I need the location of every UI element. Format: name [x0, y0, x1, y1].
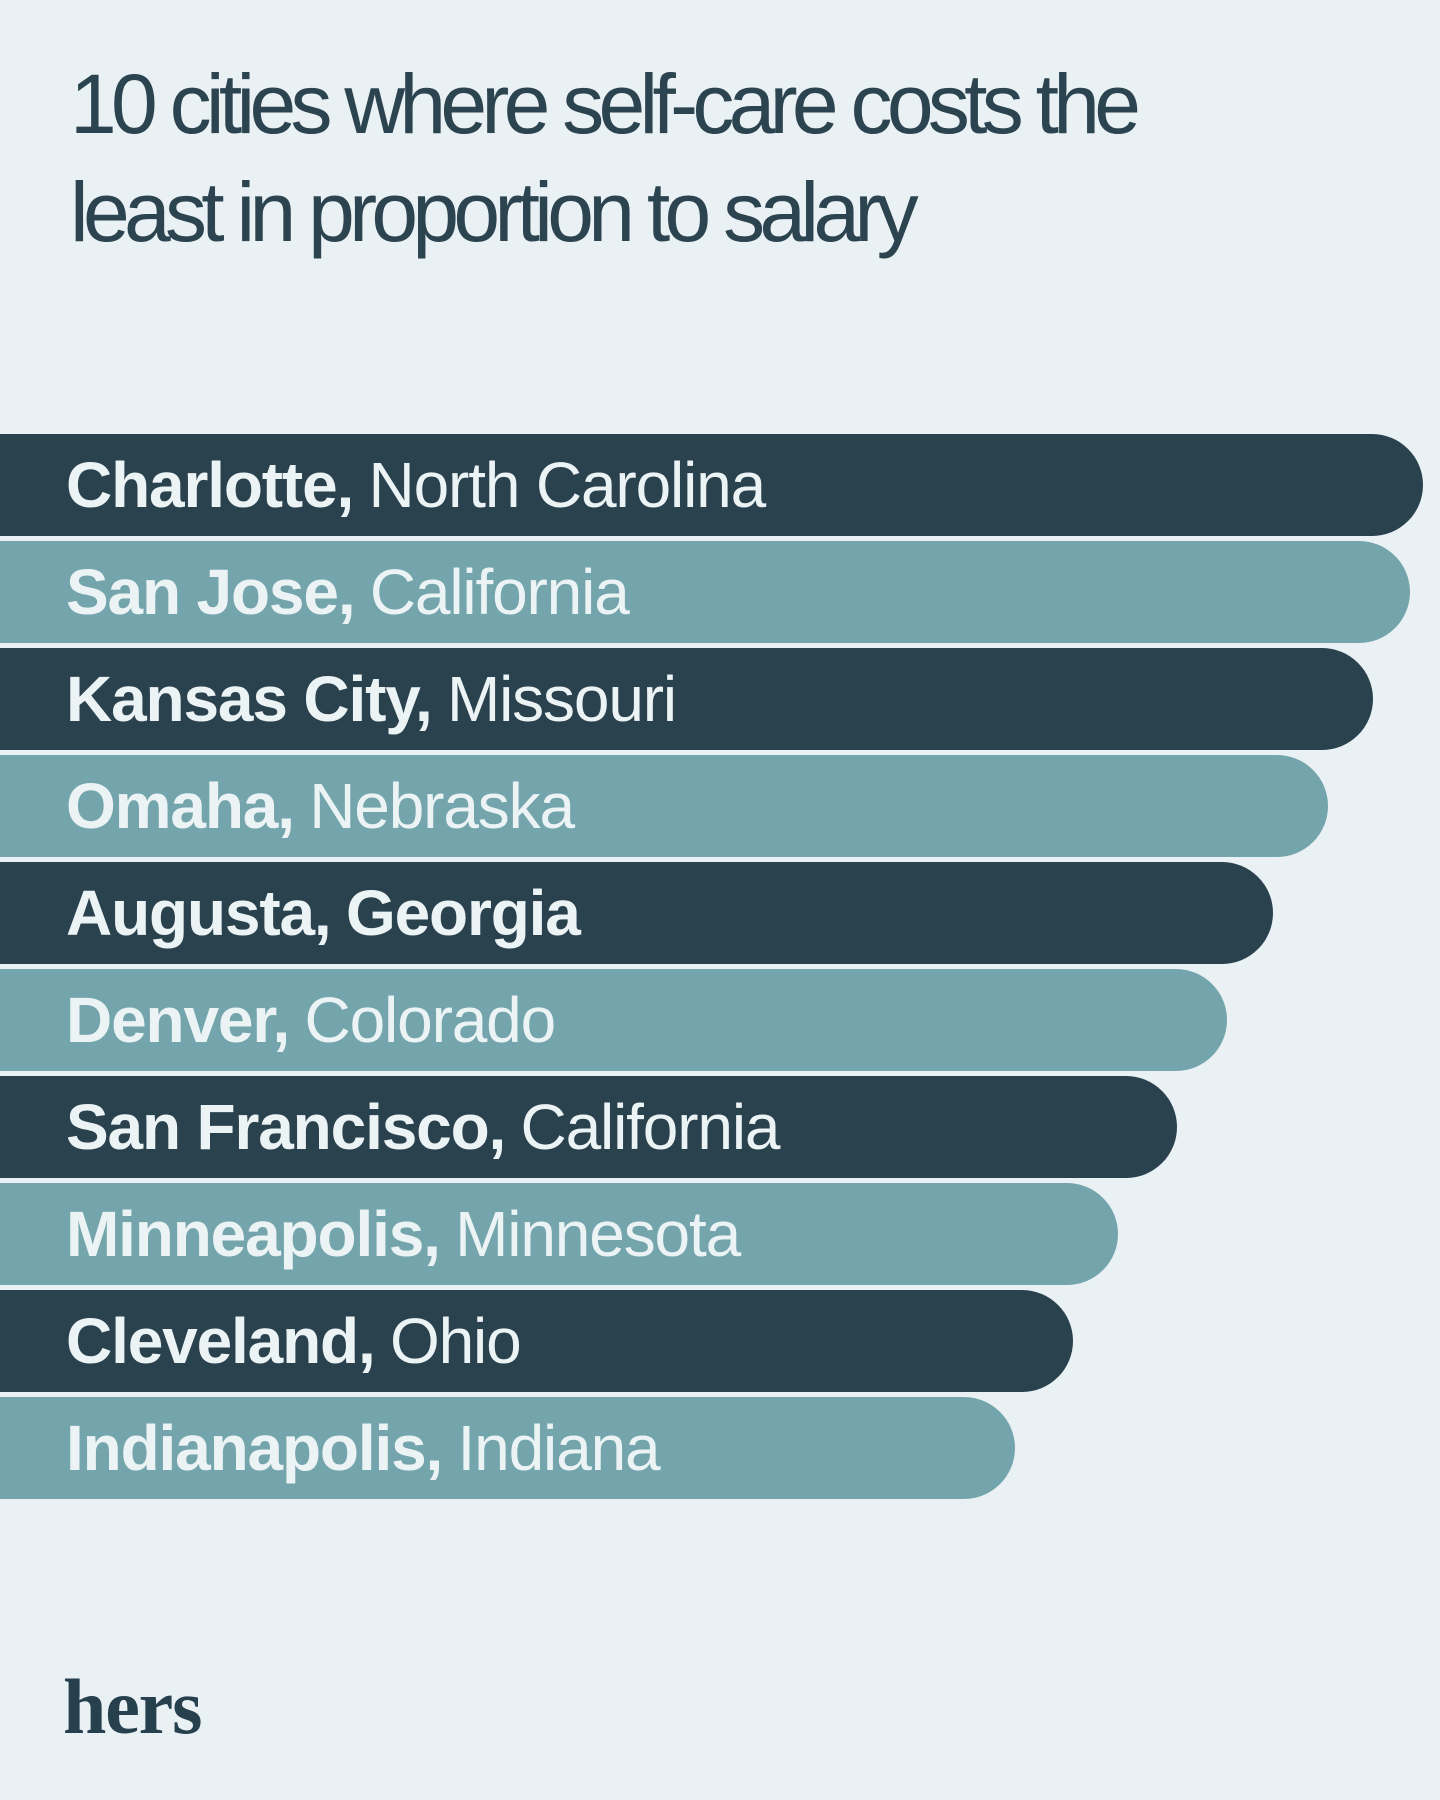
bar-row-augusta: Augusta, Georgia — [0, 862, 1273, 964]
page-title: 10 cities where self-care costs the leas… — [70, 50, 1270, 266]
bar-city-label: Indianapolis, — [66, 1412, 443, 1484]
page-title-line-1: 10 cities where self-care costs the — [70, 57, 1141, 151]
bar-state-label: California — [369, 556, 630, 628]
bar-row-san-jose: San Jose, California — [0, 541, 1410, 643]
bar-city-label: Omaha, — [66, 770, 295, 842]
bar-city-label: Augusta, — [66, 877, 332, 949]
bar-row-denver: Denver, Colorado — [0, 969, 1227, 1071]
bar-city-label: San Jose, — [66, 556, 356, 628]
bar-city-label: San Francisco, — [66, 1091, 506, 1163]
bar-state-label: Colorado — [304, 984, 557, 1056]
bar-state-label: Georgia — [345, 877, 581, 949]
page-title-line-2: least in proportion to salary — [70, 165, 919, 259]
bar-city-label: Kansas City, — [66, 663, 433, 735]
bar-city-label: Denver, — [66, 984, 290, 1056]
bar-state-label: North Carolina — [368, 449, 767, 521]
bar-state-label: Nebraska — [309, 770, 575, 842]
bar-row-omaha: Omaha, Nebraska — [0, 755, 1328, 857]
hers-brand-logo: hers — [63, 1663, 202, 1750]
bar-row-charlotte: Charlotte, North Carolina — [0, 434, 1423, 536]
bar-city-label: Cleveland, — [66, 1305, 376, 1377]
bar-row-indianapolis: Indianapolis, Indiana — [0, 1397, 1015, 1499]
bar-state-label: Indiana — [457, 1412, 661, 1484]
bar-row-minneapolis: Minneapolis, Minnesota — [0, 1183, 1118, 1285]
bar-row-cleveland: Cleveland, Ohio — [0, 1290, 1073, 1392]
bar-state-label: Ohio — [389, 1305, 522, 1377]
bar-list: Charlotte, North Carolina San Jose, Califor… — [0, 434, 1423, 1499]
bar-row-san-francisco: San Francisco, California — [0, 1076, 1177, 1178]
bar-state-label: Minnesota — [455, 1198, 741, 1270]
bar-state-label: Missouri — [446, 663, 677, 735]
bar-city-label: Minneapolis, — [66, 1198, 441, 1270]
bar-row-kansas-city: Kansas City, Missouri — [0, 648, 1373, 750]
bar-city-label: Charlotte, — [66, 449, 354, 521]
bar-state-label: California — [520, 1091, 781, 1163]
